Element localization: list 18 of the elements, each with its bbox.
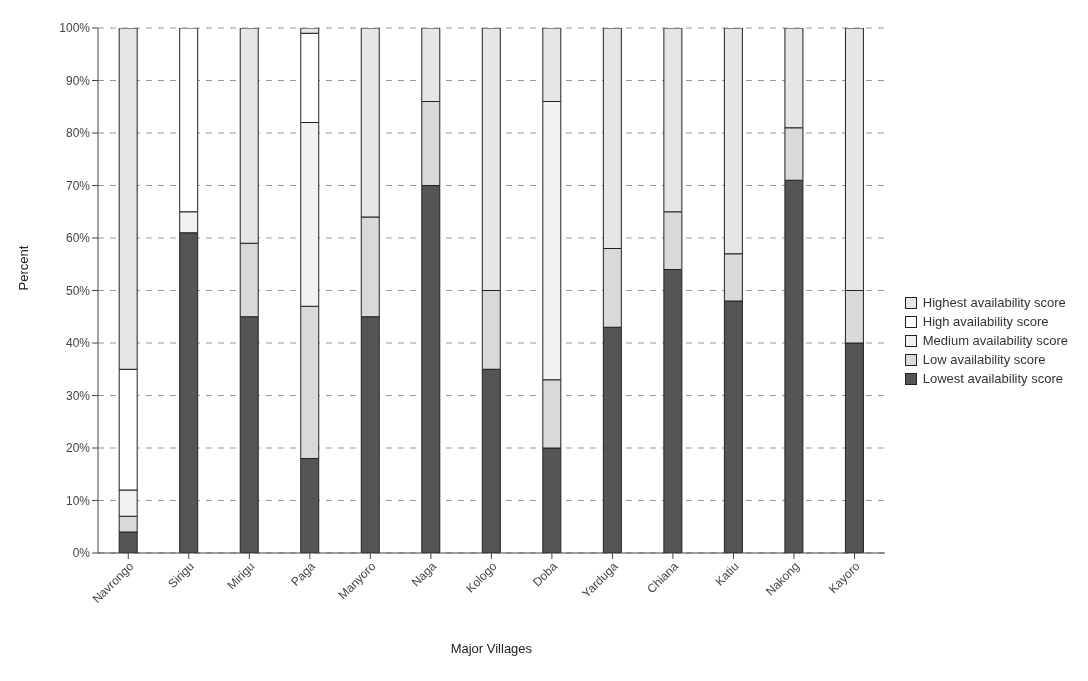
y-tick-label: 100% [59,21,91,36]
legend-label: High availability score [922,314,1049,329]
legend-label: Lowest availability score [922,371,1063,386]
y-tick-label: 50% [65,283,91,298]
y-tick-label: 60% [65,231,91,246]
y-axis-title: Percent [15,245,31,291]
y-tick-label: 0% [72,546,91,561]
legend-label: Low availability score [922,352,1046,367]
y-tick-label: 30% [65,388,91,403]
y-tick-label: 20% [65,441,91,456]
y-tick-label: 80% [65,126,91,141]
y-tick-label: 10% [65,493,91,508]
y-tick-label: 70% [65,178,91,193]
y-tick-label: 90% [65,73,91,88]
legend-label: Medium availability score [922,333,1068,348]
x-axis-title: Major Villages [450,641,533,656]
legend-label: Highest availability score [922,295,1066,310]
y-tick-label: 40% [65,336,91,351]
